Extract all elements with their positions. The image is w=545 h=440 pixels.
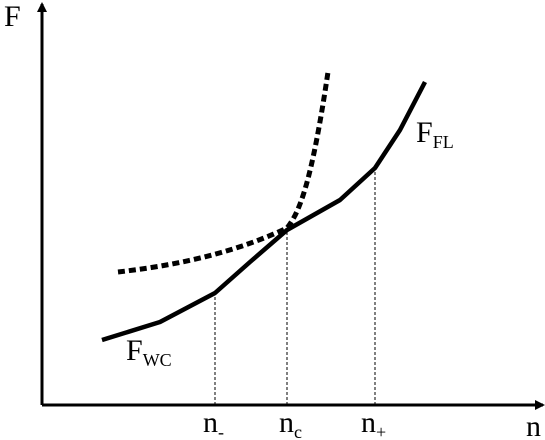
tick-main: n xyxy=(203,406,218,439)
solid-curve xyxy=(101,80,427,343)
tick-sub: c xyxy=(294,422,302,440)
tick-label: n+ xyxy=(361,406,386,440)
tick-main: n xyxy=(361,406,376,439)
x-axis-label: n xyxy=(526,410,541,440)
curve-label: FWC xyxy=(126,334,172,370)
curve-sub: FL xyxy=(433,132,454,152)
curve-main: F xyxy=(126,334,143,367)
tick-main: n xyxy=(279,406,294,439)
curve-sub: WC xyxy=(143,350,172,370)
curve-label: FFL xyxy=(416,116,454,152)
tick-sub: + xyxy=(376,422,386,440)
tick-sub: - xyxy=(218,422,224,440)
tick-label: n- xyxy=(203,406,224,440)
y-axis-label: F xyxy=(4,0,21,33)
dotted-curve xyxy=(117,71,331,275)
curve-main: F xyxy=(416,116,433,149)
tick-label: nc xyxy=(279,406,302,440)
